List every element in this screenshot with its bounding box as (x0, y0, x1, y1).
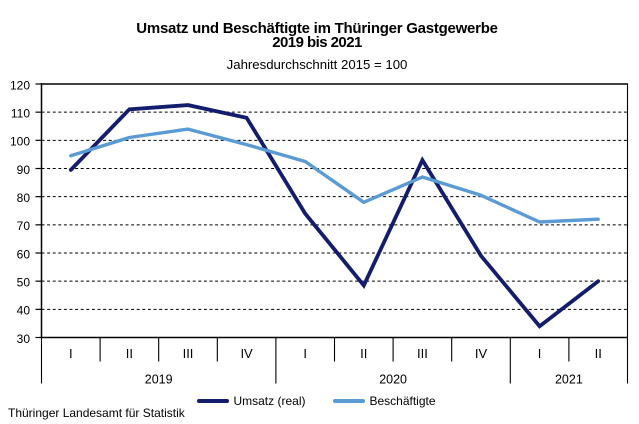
x-axis-quarter-label: III (183, 346, 194, 361)
y-axis-label: 50 (17, 275, 31, 289)
legend-label: Umsatz (real) (233, 394, 306, 408)
x-axis-quarter-label: II (126, 346, 133, 361)
series-line-beschaeftigte (69, 127, 600, 224)
y-axis-label: 60 (17, 247, 31, 261)
x-axis-quarter-label: IV (475, 346, 488, 361)
y-axis-label: 120 (10, 78, 30, 92)
y-axis-label: 40 (17, 304, 31, 318)
legend-label: Beschäftigte (369, 394, 436, 408)
x-axis-year-label: 2020 (379, 373, 407, 387)
legend-line-swatch (333, 399, 365, 403)
y-axis-label: 80 (17, 191, 31, 205)
chart-title: Umsatz und Beschäftigte im Thüringer Gas… (136, 19, 498, 37)
chart-subtitle: 2019 bis 2021 (272, 34, 362, 51)
title-block: Umsatz und Beschäftigte im Thüringer Gas… (0, 19, 634, 74)
legend-line-swatch (197, 399, 229, 403)
x-axis-quarter-label: I (303, 346, 307, 361)
x-axis-quarter-label: I (69, 346, 73, 361)
y-axis-label: 90 (17, 163, 31, 177)
x-axis-quarter-label: III (417, 346, 428, 361)
x-axis-quarter-label: II (595, 346, 602, 361)
x-axis-year-label: 2021 (555, 373, 583, 387)
y-axis-label: 30 (17, 332, 31, 346)
series-line-umsatz (68, 103, 601, 329)
y-axis-label: 110 (11, 106, 30, 120)
chart-index-note: Jahresdurchschnitt 2015 = 100 (226, 57, 408, 73)
x-axis-year-label: 2019 (145, 373, 173, 387)
chart-legend: Umsatz (real) Beschäftigte (0, 394, 636, 408)
legend-item-umsatz: Umsatz (real) (197, 394, 305, 408)
x-axis-quarter-label: II (360, 346, 367, 361)
x-axis-quarter-label: IV (240, 346, 253, 361)
y-axis-label: 70 (17, 219, 31, 233)
source-note: Thüringer Landesamt für Statistik (8, 406, 185, 420)
y-axis-label: 100 (10, 135, 30, 149)
legend-item-beschaeftigte: Beschäftigte (333, 394, 436, 408)
x-axis-quarter-label: I (538, 346, 542, 361)
